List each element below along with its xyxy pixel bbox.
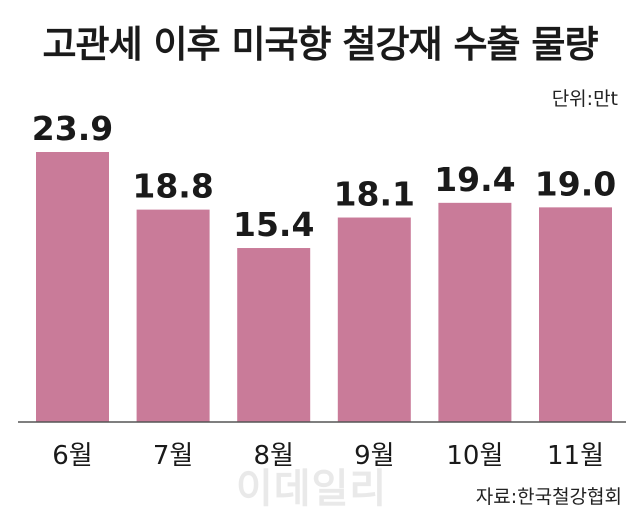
x-tick-label-5: 10월 (446, 441, 503, 471)
bars-group (36, 152, 612, 422)
bar-value-label-4: 18.1 (334, 175, 415, 214)
bar-1 (36, 152, 109, 422)
bar-4 (337, 217, 411, 422)
bar-2 (136, 209, 210, 422)
source-note: 자료:한국철강협회 (475, 486, 622, 508)
bar-value-label-5: 19.4 (434, 160, 515, 199)
x-tick-label-4: 9월 (354, 441, 394, 471)
x-tick-label-1: 6월 (52, 441, 92, 471)
x-tick-label-6: 11월 (547, 441, 604, 471)
bar-5 (438, 202, 512, 422)
bar-value-label-1: 23.9 (32, 109, 113, 148)
x-tick-label-2: 7월 (153, 441, 193, 471)
watermark-logo: 이데일리 (236, 466, 388, 512)
bar-3 (237, 248, 311, 422)
bar-value-label-6: 19.0 (535, 164, 616, 203)
bar-6 (539, 207, 612, 422)
x-tick-label-3: 8월 (253, 441, 293, 471)
value-labels-group: 23.9 18.8 15.4 18.1 19.4 19.0 (32, 109, 616, 244)
chart-title: 고관세 이후 미국향 철강재 수출 물량 (42, 23, 598, 66)
bar-value-label-2: 18.8 (132, 167, 213, 206)
tick-labels-group: 6월 7월 8월 9월 10월 11월 (52, 441, 604, 471)
unit-label: 단위:만t (551, 88, 618, 110)
bar-value-label-3: 15.4 (233, 205, 314, 244)
